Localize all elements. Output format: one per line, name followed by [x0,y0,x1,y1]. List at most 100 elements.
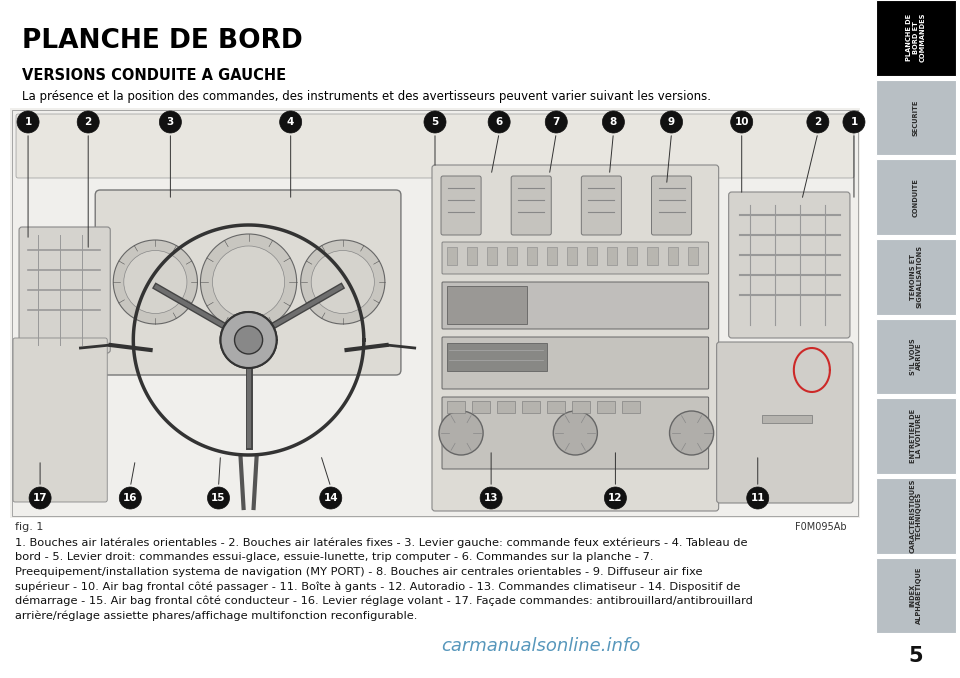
Circle shape [439,411,483,455]
Bar [447,401,465,413]
Circle shape [605,487,627,509]
Bar [687,247,698,265]
Circle shape [300,240,385,324]
Circle shape [119,487,141,509]
Text: Preequipement/installation systema de navigation (MY PORT) - 8. Bouches air cent: Preequipement/installation systema de na… [15,567,703,577]
Bar [10,108,860,518]
Text: 17: 17 [33,493,47,503]
Circle shape [212,246,285,318]
FancyBboxPatch shape [729,192,850,338]
Bar [761,415,812,423]
Text: 3: 3 [167,117,174,127]
Circle shape [320,487,342,509]
Bar [527,247,538,265]
FancyBboxPatch shape [652,176,691,235]
FancyBboxPatch shape [582,176,621,235]
Bar [647,247,658,265]
FancyBboxPatch shape [441,176,481,235]
Circle shape [553,411,597,455]
Text: PLANCHE DE
BORD ET
COMMANDES: PLANCHE DE BORD ET COMMANDES [906,13,925,62]
Circle shape [207,487,229,509]
Circle shape [113,240,198,324]
Text: 1: 1 [24,117,32,127]
Bar [876,319,955,394]
Bar [447,343,547,371]
Bar [572,401,590,413]
FancyBboxPatch shape [717,342,852,503]
Bar [876,239,955,315]
Text: CARACTERISTIQUES
TECHNIQUES: CARACTERISTIQUES TECHNIQUES [910,479,923,553]
Bar [447,286,527,324]
Text: INDEX
ALPHABETIQUE: INDEX ALPHABETIQUE [910,567,923,624]
Text: bord - 5. Levier droit: commandes essui-glace, essuie-lunette, trip computer - 6: bord - 5. Levier droit: commandes essui-… [15,553,654,563]
Text: 8: 8 [610,117,617,127]
Text: La présence et la position des commandes, des instruments et des avertisseurs pe: La présence et la position des commandes… [22,90,711,103]
Circle shape [77,111,99,133]
Text: 14: 14 [324,493,338,503]
Circle shape [669,411,713,455]
Text: 10: 10 [734,117,749,127]
Circle shape [806,111,828,133]
Bar [597,401,615,413]
Text: 5: 5 [909,646,924,666]
Text: S'IL VOUS
ARRIVE: S'IL VOUS ARRIVE [910,338,923,375]
Circle shape [731,111,753,133]
Text: 15: 15 [211,493,226,503]
Bar [468,247,477,265]
Bar [876,557,955,633]
Circle shape [545,111,567,133]
Text: TEMOINS ET
SIGNALISATIONS: TEMOINS ET SIGNALISATIONS [910,245,923,308]
Bar [567,247,577,265]
Bar [608,247,617,265]
Text: 12: 12 [609,493,623,503]
Text: supérieur - 10. Air bag frontal côté passager - 11. Boîte à gants - 12. Autoradi: supérieur - 10. Air bag frontal côté pas… [15,582,740,592]
Text: PLANCHE DE BORD: PLANCHE DE BORD [22,28,302,54]
Text: 11: 11 [751,493,765,503]
FancyBboxPatch shape [442,242,708,274]
Bar [628,247,637,265]
Text: CONDUITE: CONDUITE [913,178,919,216]
FancyBboxPatch shape [442,337,708,389]
Text: 4: 4 [287,117,295,127]
Circle shape [843,111,865,133]
Bar [876,159,955,235]
Bar [622,401,640,413]
Bar [447,247,457,265]
Text: 16: 16 [123,493,137,503]
FancyBboxPatch shape [442,282,708,329]
Bar [876,0,955,75]
Circle shape [221,312,276,368]
Text: arrière/réglage assiette phares/affichage multifonction reconfigurable.: arrière/réglage assiette phares/affichag… [15,610,418,621]
Circle shape [747,487,769,509]
Circle shape [311,250,374,313]
Bar [876,478,955,553]
Text: démarrage - 15. Air bag frontal côté conducteur - 16. Levier réglage volant - 17: démarrage - 15. Air bag frontal côté con… [15,596,753,607]
Text: F0M095Ab: F0M095Ab [795,522,847,532]
Bar [876,398,955,474]
Bar [588,247,597,265]
Circle shape [124,250,187,313]
Text: VERSIONS CONDUITE A GAUCHE: VERSIONS CONDUITE A GAUCHE [22,68,286,83]
Circle shape [17,111,39,133]
FancyBboxPatch shape [442,397,708,469]
Text: 5: 5 [431,117,439,127]
Text: 13: 13 [484,493,498,503]
FancyBboxPatch shape [16,114,854,178]
Bar [876,79,955,155]
Circle shape [424,111,446,133]
Text: 2: 2 [814,117,822,127]
Text: 1. Bouches air latérales orientables - 2. Bouches air latérales fixes - 3. Levie: 1. Bouches air latérales orientables - 2… [15,538,748,549]
Bar [472,401,491,413]
Text: 1: 1 [851,117,857,127]
FancyBboxPatch shape [19,227,110,353]
Bar [547,247,557,265]
Text: 7: 7 [553,117,560,127]
Circle shape [279,111,301,133]
Text: 2: 2 [84,117,92,127]
Text: carmanualsonline.info: carmanualsonline.info [442,637,641,655]
Text: SECURITE: SECURITE [913,99,919,136]
Circle shape [29,487,51,509]
Bar [497,401,516,413]
Text: 9: 9 [668,117,675,127]
Bar [487,247,497,265]
